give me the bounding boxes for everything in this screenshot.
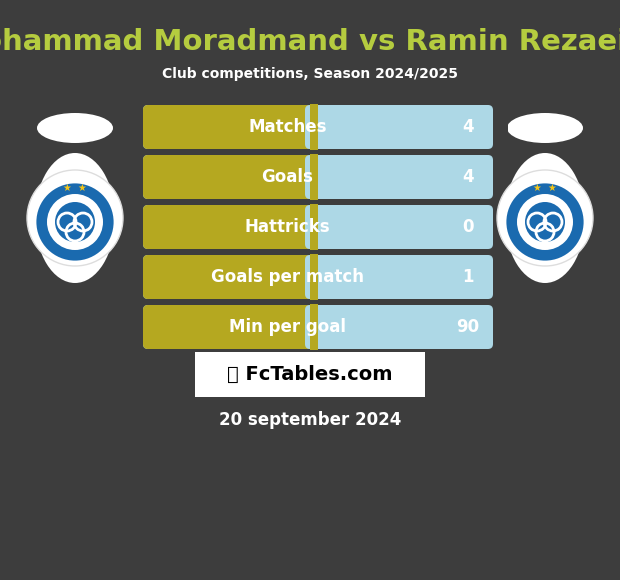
Text: Min per goal: Min per goal: [229, 318, 346, 336]
FancyBboxPatch shape: [143, 305, 331, 349]
FancyBboxPatch shape: [143, 155, 331, 199]
Circle shape: [505, 182, 585, 262]
FancyBboxPatch shape: [305, 305, 493, 349]
FancyBboxPatch shape: [143, 105, 493, 149]
Circle shape: [27, 170, 123, 266]
FancyBboxPatch shape: [143, 105, 331, 149]
Text: 90: 90: [456, 318, 479, 336]
Text: Goals: Goals: [262, 168, 313, 186]
Bar: [318, 254, 508, 300]
Text: 📊 FcTables.com: 📊 FcTables.com: [228, 365, 392, 384]
Ellipse shape: [37, 113, 113, 143]
Text: Goals per match: Goals per match: [211, 268, 364, 286]
FancyBboxPatch shape: [305, 105, 493, 149]
Bar: [310, 154, 318, 200]
Text: Club competitions, Season 2024/2025: Club competitions, Season 2024/2025: [162, 67, 458, 81]
Circle shape: [35, 182, 115, 262]
Text: ★  ★: ★ ★: [63, 183, 87, 193]
Bar: [318, 154, 508, 200]
FancyBboxPatch shape: [143, 205, 493, 249]
Text: 1: 1: [462, 268, 473, 286]
FancyBboxPatch shape: [143, 205, 331, 249]
Text: 4: 4: [462, 168, 474, 186]
Text: 4: 4: [462, 118, 474, 136]
Bar: [310, 304, 318, 350]
Text: Hattricks: Hattricks: [244, 218, 330, 236]
Text: ★  ★: ★ ★: [533, 183, 557, 193]
FancyBboxPatch shape: [305, 255, 493, 299]
Bar: [310, 104, 318, 150]
FancyBboxPatch shape: [143, 305, 493, 349]
Circle shape: [47, 194, 103, 250]
Text: Matches: Matches: [248, 118, 327, 136]
Circle shape: [517, 194, 573, 250]
FancyBboxPatch shape: [305, 205, 493, 249]
Ellipse shape: [507, 113, 583, 143]
Bar: [310, 254, 318, 300]
Text: 20 september 2024: 20 september 2024: [219, 411, 401, 429]
Bar: [310, 204, 318, 250]
FancyBboxPatch shape: [143, 255, 331, 299]
Circle shape: [525, 202, 565, 242]
FancyBboxPatch shape: [143, 255, 493, 299]
FancyBboxPatch shape: [143, 155, 493, 199]
Circle shape: [55, 202, 95, 242]
FancyBboxPatch shape: [305, 155, 493, 199]
Bar: [318, 304, 508, 350]
Text: Mohammad Moradmand vs Ramin Rezaeian: Mohammad Moradmand vs Ramin Rezaeian: [0, 28, 620, 56]
Bar: [318, 204, 508, 250]
Bar: [318, 104, 508, 150]
Ellipse shape: [35, 153, 115, 283]
Text: 0: 0: [462, 218, 473, 236]
Circle shape: [497, 170, 593, 266]
FancyBboxPatch shape: [195, 352, 425, 397]
Ellipse shape: [505, 153, 585, 283]
